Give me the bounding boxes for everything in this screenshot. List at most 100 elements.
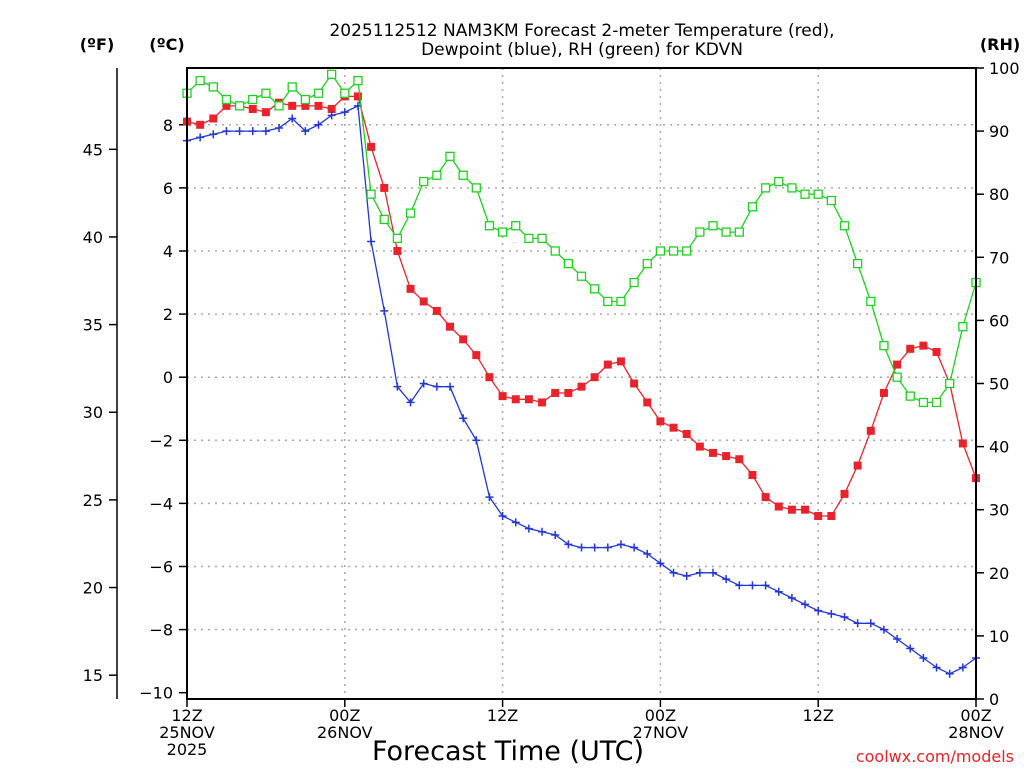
rh-point (274, 101, 284, 111)
dewpoint-point (630, 543, 639, 552)
dewpoint-point (314, 120, 323, 129)
rh-point (484, 221, 495, 231)
dewpoint-point (432, 382, 441, 391)
dewpoint-point (893, 635, 902, 644)
rh-point (892, 372, 902, 382)
temperature-point (406, 284, 415, 293)
temperature-point (630, 379, 639, 388)
temperature-point (538, 398, 547, 407)
dewpoint-point (669, 568, 678, 577)
temperature-point (432, 306, 441, 315)
plot-frame (186, 67, 977, 700)
rh-point (326, 69, 337, 79)
dewpoint-point (380, 306, 389, 315)
temperature-point (248, 105, 257, 114)
dewpoint-point (590, 543, 599, 552)
rh-tick-label: 100 (989, 59, 1020, 78)
rh-point (866, 296, 876, 307)
rh-tick-label: 90 (989, 122, 1009, 141)
temperature-point (774, 502, 783, 511)
fahrenheit-tick-label: 30 (83, 403, 103, 422)
series-dewpoint (183, 101, 980, 678)
rh-tick-label: 40 (989, 438, 1009, 457)
temperature-point (682, 429, 691, 438)
celsius-tick-label: 8 (163, 116, 173, 135)
rh-point (603, 296, 613, 307)
temperature-point (814, 512, 823, 521)
chart-title-line-1: 2025112512 NAM3KM Forecast 2-meter Tempe… (329, 21, 834, 41)
chart-grid (187, 68, 976, 699)
celsius-tick-label: −10 (139, 684, 173, 703)
rh-point (195, 75, 205, 86)
rh-point (248, 94, 258, 105)
time-tick-label: 00Z (329, 706, 360, 725)
temperature-point (577, 382, 586, 391)
temperature-point (353, 92, 362, 101)
temperature-point (261, 108, 270, 117)
celsius-tick-label: −4 (149, 494, 173, 513)
rh-point (313, 88, 324, 98)
time-tick-label: 00Z (960, 706, 991, 725)
dewpoint-point (906, 644, 915, 653)
dewpoint-point (327, 111, 336, 120)
rh-point (747, 202, 758, 212)
dewpoint-point (840, 612, 849, 621)
rh-point (721, 227, 731, 237)
dewpoint-point (393, 382, 402, 391)
temperature-point (367, 142, 376, 151)
chart-title-line-2: Dewpoint (blue), RH (green) for KDVN (421, 40, 743, 60)
rh-point (734, 227, 744, 237)
rh-tick-label: 70 (989, 248, 1009, 267)
dewpoint-point (761, 581, 770, 590)
temperature-point (209, 114, 218, 123)
rh-point (537, 233, 547, 244)
credit-text: coolwx.com/models (856, 747, 1014, 766)
dewpoint-point (814, 606, 823, 615)
rh-point (392, 233, 403, 244)
dewpoint-point (446, 382, 454, 391)
rh-point (945, 378, 955, 389)
dewpoint-point (577, 543, 586, 552)
rh-point (576, 271, 587, 281)
temperature-point (314, 101, 323, 110)
temperature-point (787, 505, 796, 514)
fahrenheit-tick-label: 15 (83, 666, 103, 685)
dewpoint-point (853, 619, 862, 628)
fahrenheit-axis: 45 40 35 30 25 20 15 (83, 68, 118, 699)
rh-point (800, 189, 810, 199)
time-tick-label: 25NOV (159, 723, 215, 742)
time-tick-label: 27NOV (633, 723, 689, 742)
temperature-point (485, 373, 494, 382)
rh-tick-label: 20 (989, 564, 1009, 583)
dewpoint-point (551, 530, 560, 539)
series-line-temperature (186, 95, 977, 517)
rh-point (826, 195, 836, 206)
celsius-axis: 8 6 4 2 0 −2 −4 −6 −8 −10 (139, 116, 187, 703)
dewpoint-point (616, 540, 625, 549)
dewpoint-point (248, 127, 257, 136)
temperature-point (695, 442, 704, 451)
temperature-point (879, 388, 888, 397)
rh-axis-label: (RH) (980, 35, 1020, 54)
rh-point (340, 88, 350, 98)
series-temperature (183, 92, 980, 521)
dewpoint-point (735, 581, 744, 590)
rh-tick-label: 0 (989, 690, 999, 709)
rh-point (813, 189, 823, 199)
dewpoint-point (472, 436, 481, 445)
temperature-point (893, 360, 902, 369)
rh-point (379, 214, 389, 225)
fahrenheit-tick-label: 35 (83, 316, 103, 335)
rh-point (682, 246, 692, 256)
rh-point (853, 258, 863, 269)
temperature-point (722, 452, 731, 461)
temperature-point (801, 505, 810, 514)
dewpoint-point (498, 512, 507, 521)
rh-point (931, 397, 942, 408)
dewpoint-point (866, 619, 875, 628)
dewpoint-point (524, 524, 533, 533)
dewpoint-point (774, 587, 783, 596)
rh-point (879, 340, 889, 351)
temperature-point (196, 120, 205, 129)
rh-point (839, 221, 850, 231)
